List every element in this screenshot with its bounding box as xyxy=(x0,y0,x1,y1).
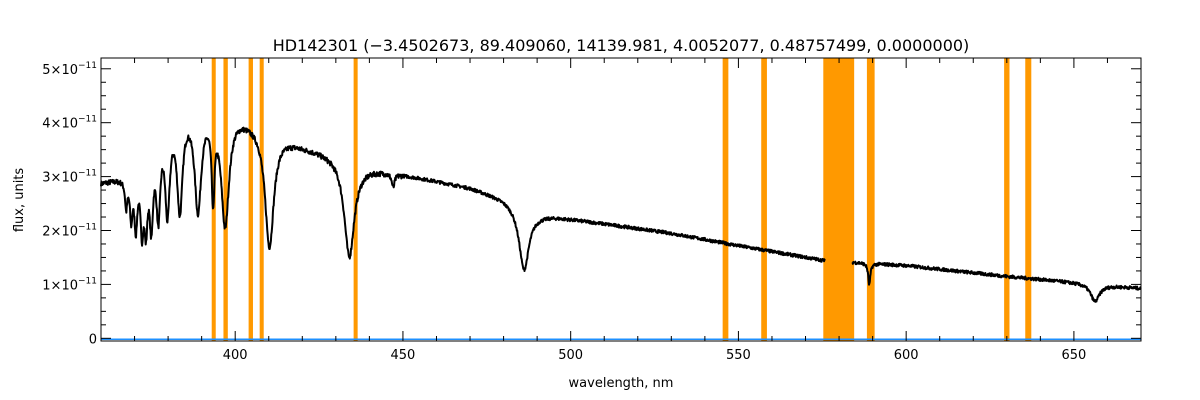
x-tick-label: 500 xyxy=(558,348,583,363)
x-tick-label: 650 xyxy=(1061,348,1086,363)
masked-region xyxy=(259,58,264,341)
masked-region xyxy=(1025,58,1032,341)
x-axis-label: wavelength, nm xyxy=(569,376,674,391)
masked-region xyxy=(722,58,729,341)
masked-region xyxy=(248,58,253,341)
masked-region xyxy=(761,58,767,341)
y-tick-label: 4×10−11 xyxy=(42,115,97,132)
axis-ticks: 400 450 500 550 600 650 0 1×10−11 2×10−11 3×10−11… xyxy=(42,58,1142,363)
plot-frame xyxy=(100,57,1142,342)
spectrum-line xyxy=(100,126,826,273)
masked-region xyxy=(1004,58,1010,341)
masked-region xyxy=(223,58,228,341)
masked-region xyxy=(866,58,875,341)
y-axis-label: flux, units xyxy=(12,168,27,233)
masked-regions xyxy=(211,58,1032,341)
y-tick-label: 0 xyxy=(89,332,97,347)
x-tick-label: 550 xyxy=(726,348,751,363)
spectrum-line xyxy=(851,260,1142,303)
y-tick-label: 2×10−11 xyxy=(42,222,97,239)
x-tick-label: 600 xyxy=(894,348,919,363)
x-tick-label: 450 xyxy=(391,348,416,363)
masked-region xyxy=(823,58,855,341)
y-tick-label: 3×10−11 xyxy=(42,169,97,186)
x-tick-label: 400 xyxy=(223,348,248,363)
chart-title: HD142301 (−3.4502673, 89.409060, 14139.9… xyxy=(273,36,970,55)
y-tick-label: 1×10−11 xyxy=(42,276,97,293)
y-tick-label: 5×10−11 xyxy=(42,61,97,78)
masked-region xyxy=(353,58,358,341)
data-series xyxy=(100,126,1142,341)
